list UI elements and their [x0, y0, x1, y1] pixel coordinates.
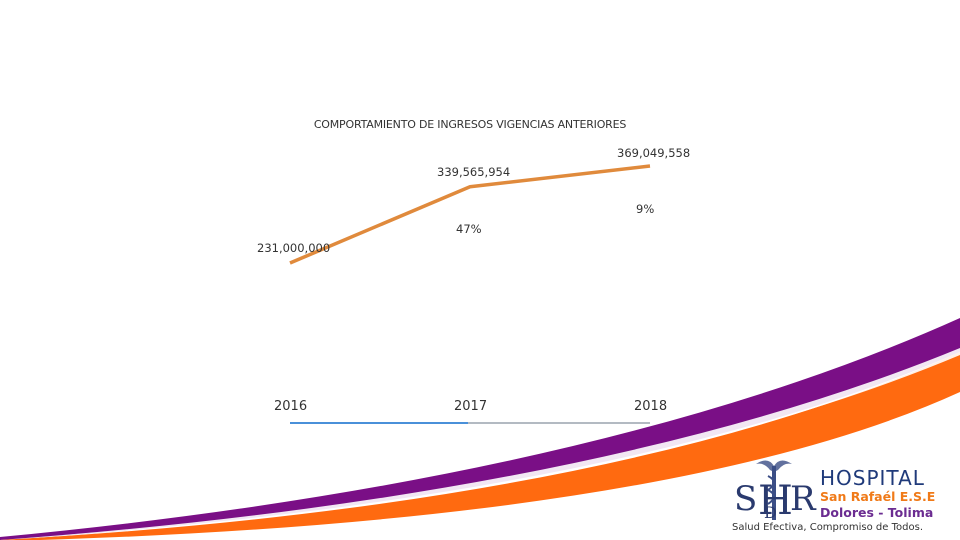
logo-monogram-h: H — [758, 478, 793, 522]
logo-monogram-s: S — [734, 479, 757, 519]
logo-location-text: Dolores - Tolima — [820, 505, 934, 520]
x-tick-2017: 2017 — [454, 399, 488, 414]
growth-label-2018: 9% — [636, 202, 655, 216]
logo-hospital-text: HOSPITAL — [820, 466, 925, 490]
chart-title: COMPORTAMIENTO DE INGRESOS VIGENCIAS ANT… — [313, 118, 627, 131]
x-tick-2018: 2018 — [634, 399, 668, 414]
swoosh-orange-band — [0, 352, 960, 540]
logo-name-text: San Rafaél E.S.E — [820, 489, 936, 504]
data-label-2017: 339,565,954 — [437, 165, 511, 179]
logo-monogram-r: R — [790, 479, 817, 519]
x-tick-2016: 2016 — [274, 399, 308, 414]
hospital-logo: S H D R HOSPITAL San Rafaél E.S.E Dolore… — [728, 456, 954, 536]
data-label-2016: 231,000,000 — [257, 241, 331, 255]
logo-monogram-d: D — [764, 503, 777, 522]
series-line — [289, 164, 651, 265]
logo-slogan-text: Salud Efectiva, Compromiso de Todos. — [732, 522, 923, 533]
caduceus-monogram-icon: S H D R — [734, 460, 817, 522]
growth-label-2017: 47% — [456, 222, 482, 236]
data-label-2018: 369,049,558 — [617, 146, 691, 160]
